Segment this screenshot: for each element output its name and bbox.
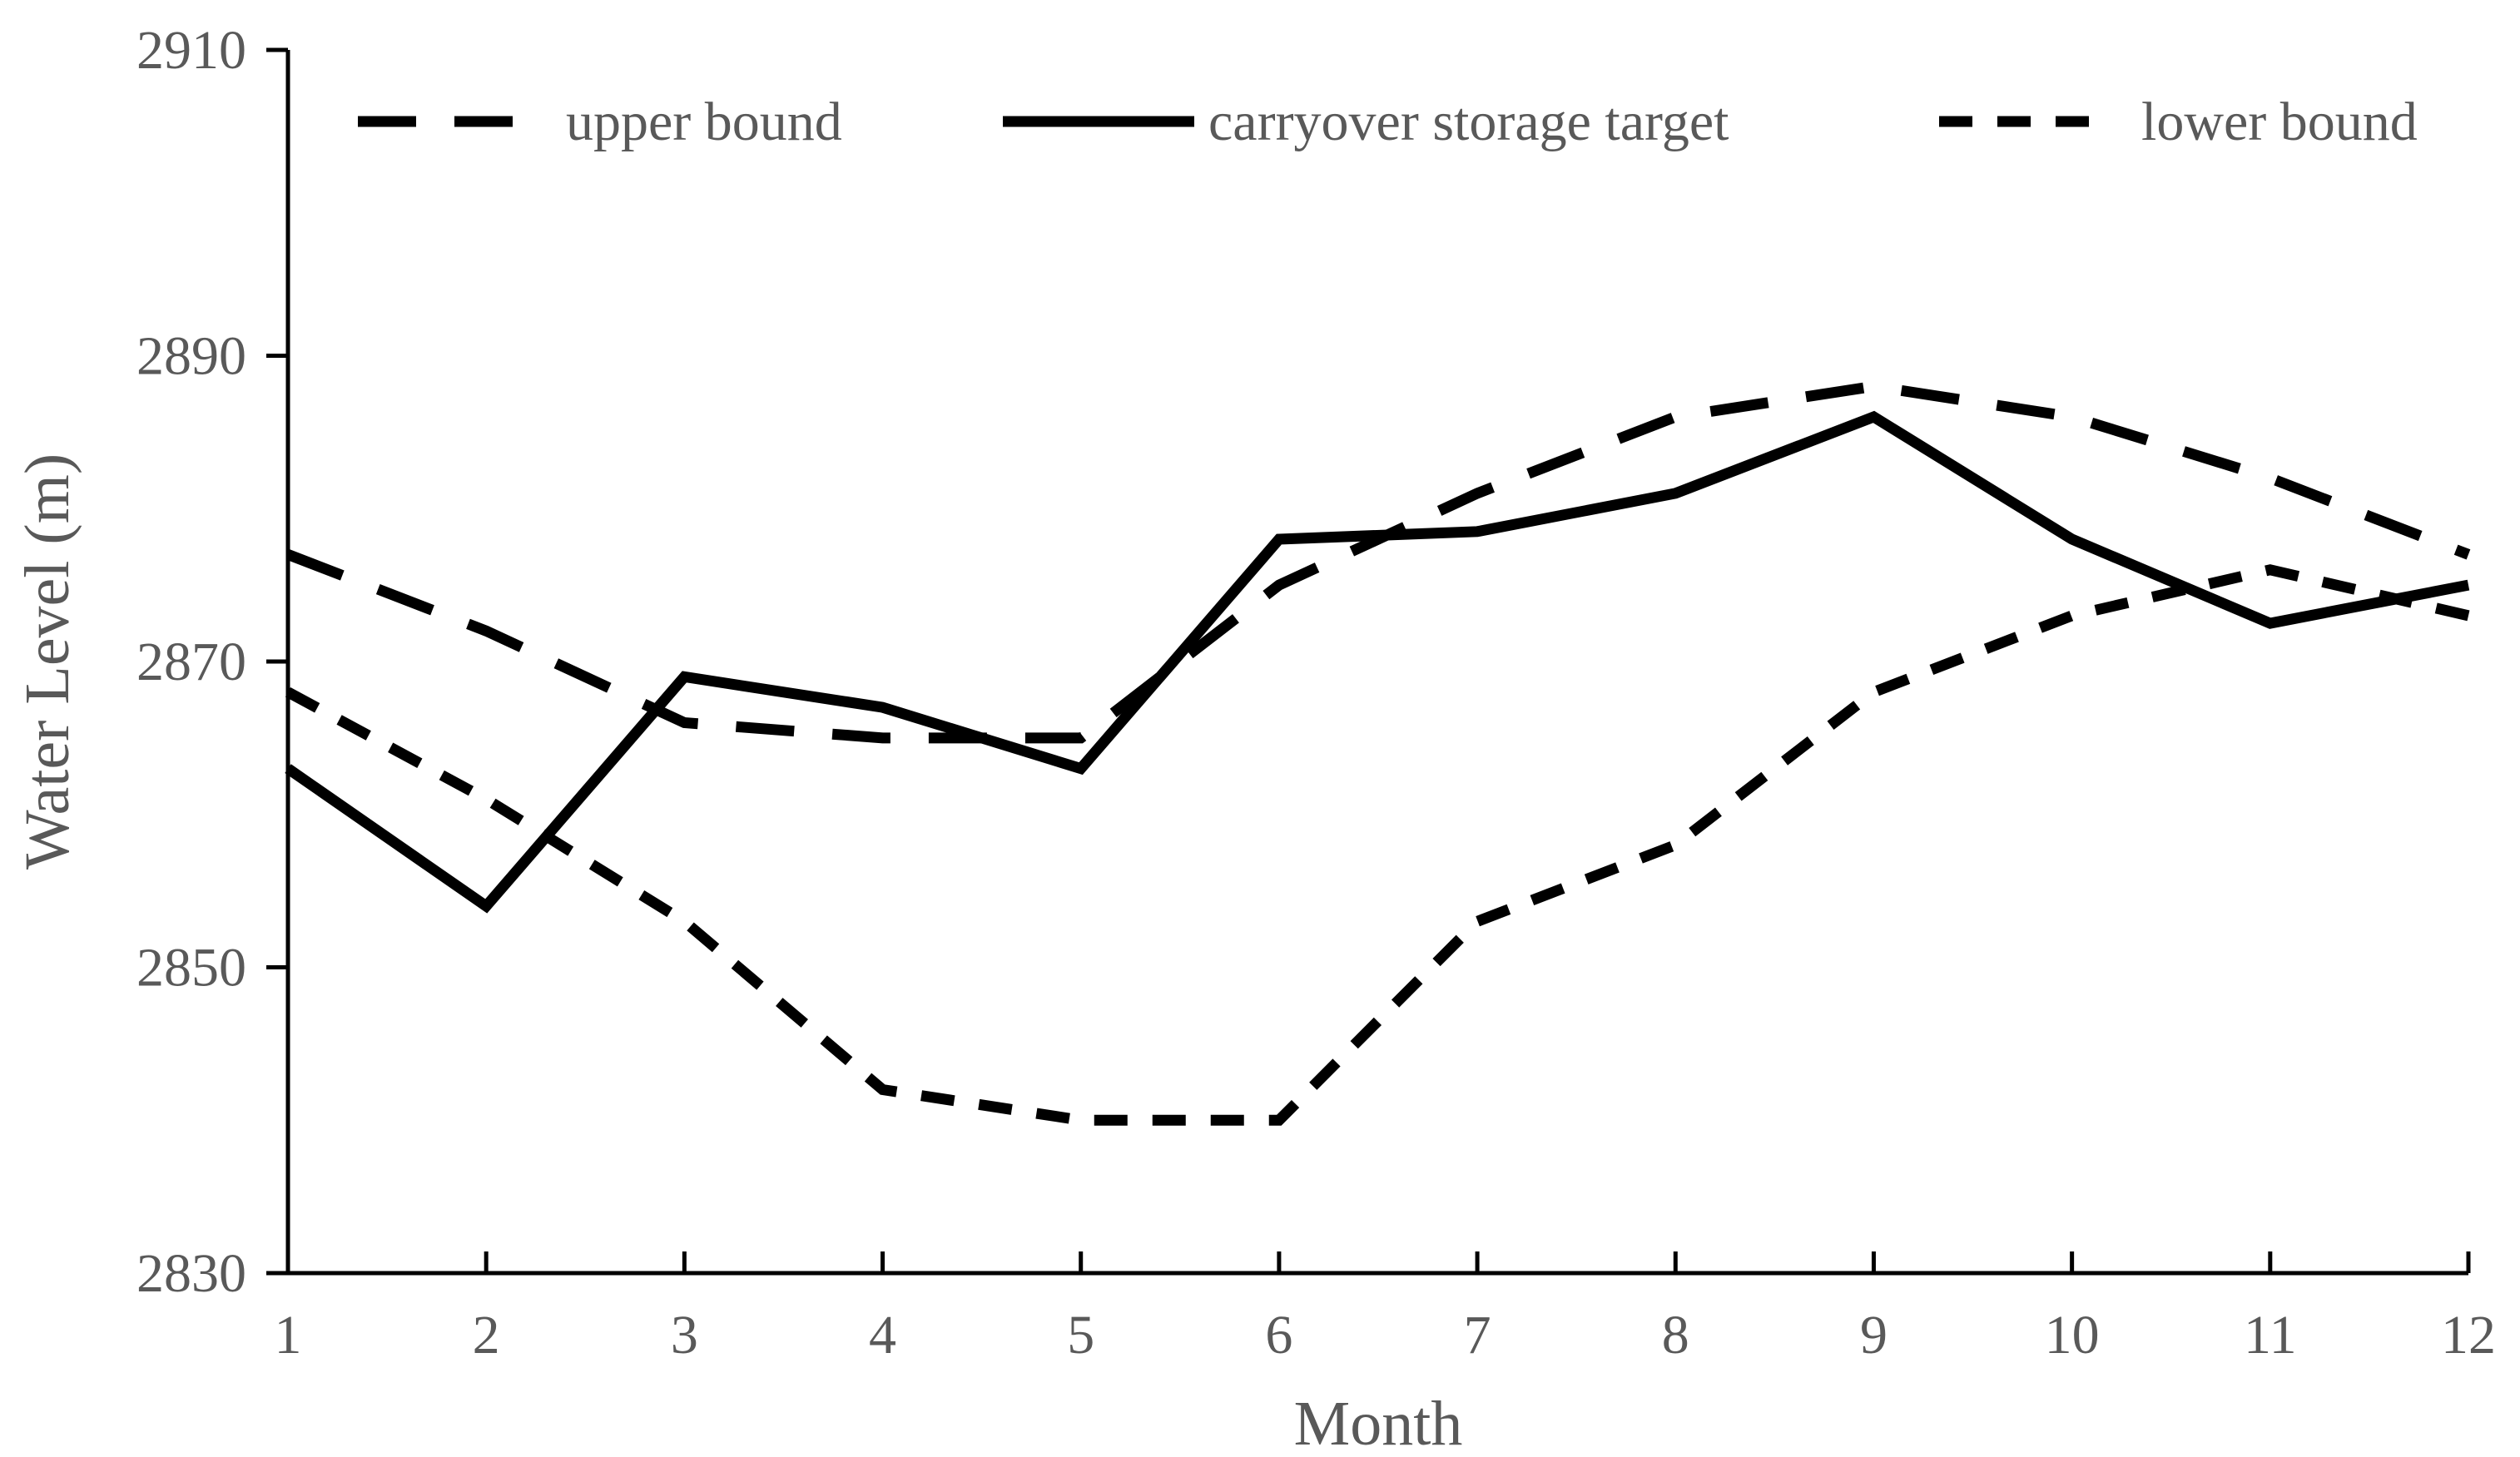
x-tick-label: 11 — [2244, 1305, 2297, 1365]
y-tick-label: 2910 — [136, 20, 246, 81]
x-tick-label: 7 — [1464, 1305, 1491, 1365]
x-tick-label: 9 — [1860, 1305, 1888, 1365]
x-axis-title: Month — [1294, 1389, 1463, 1457]
x-tick-label: 12 — [2441, 1305, 2496, 1365]
x-tick-label: 2 — [473, 1305, 500, 1365]
legend-label-3: lower bound — [2141, 92, 2418, 152]
legend-label-1: upper bound — [566, 92, 842, 152]
series-layer — [285, 380, 2471, 1126]
x-tick-label: 6 — [1265, 1305, 1292, 1365]
x-tick-label: 4 — [869, 1305, 896, 1365]
y-tick-label: 2830 — [136, 1243, 246, 1304]
y-tick-label: 2870 — [136, 632, 246, 692]
x-tick-label: 10 — [2045, 1305, 2100, 1365]
x-tick-label: 3 — [671, 1305, 698, 1365]
series-line-1 — [285, 380, 2471, 744]
x-tick-label: 5 — [1067, 1305, 1094, 1365]
legend: upper bound carryover storage target lower… — [358, 92, 2418, 152]
x-tick-label: 1 — [275, 1305, 302, 1365]
axes-layer — [285, 50, 2468, 1276]
y-tick-label: 2890 — [136, 326, 246, 387]
series-line-3 — [285, 564, 2470, 1126]
legend-label-2: carryover storage target — [1208, 92, 1729, 152]
series-line-2 — [285, 410, 2470, 914]
y-axis-title: Water Level (m) — [12, 453, 82, 870]
y-tick-label: 2850 — [136, 938, 246, 999]
x-tick-label: 8 — [1662, 1305, 1689, 1365]
